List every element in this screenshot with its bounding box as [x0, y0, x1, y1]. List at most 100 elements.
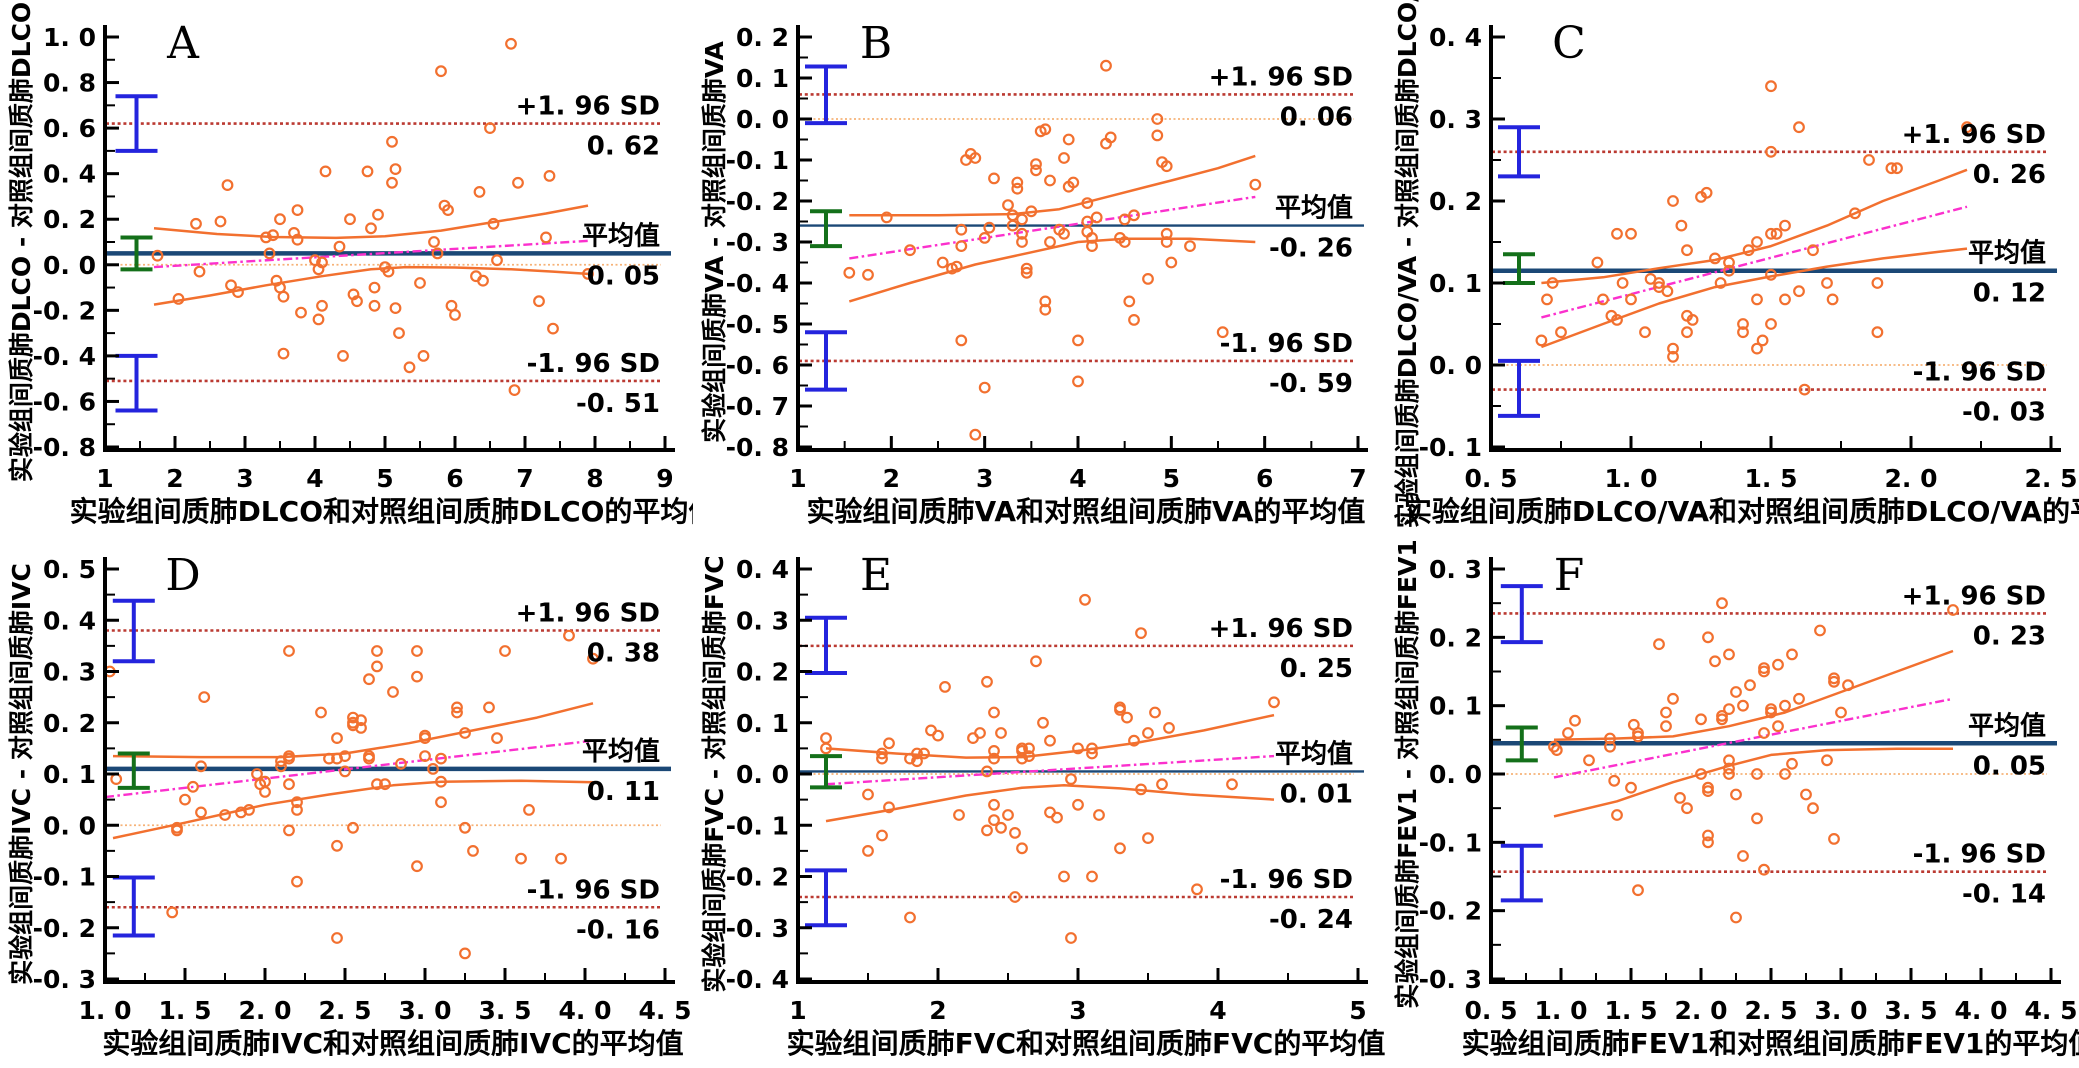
svg-text:1: 1 — [96, 464, 113, 493]
svg-text:-0. 1: -0. 1 — [726, 146, 789, 175]
upper-loa-label: +1. 96 SD — [516, 92, 660, 122]
data-point — [1723, 754, 1735, 767]
data-point — [1786, 757, 1798, 770]
data-point — [1051, 811, 1063, 824]
data-point — [1114, 842, 1126, 855]
data-point — [820, 742, 832, 755]
data-point — [1814, 624, 1826, 637]
data-point — [1072, 742, 1084, 755]
data-point — [1039, 123, 1052, 136]
data-point — [1016, 236, 1028, 248]
data-point — [393, 327, 405, 340]
data-point — [347, 821, 359, 834]
panel-letter: F — [1554, 550, 1585, 601]
panel-E: 1 2 3 4 5 0. 4 0. 3 0. 2 0. 1 0. 0 -0. 1 -0. 2 -0. 3… — [693, 532, 1386, 1064]
data-point — [1695, 768, 1707, 780]
data-point — [1702, 829, 1714, 842]
data-point — [484, 122, 496, 135]
panel-letter: E — [860, 550, 892, 601]
data-point — [259, 785, 271, 798]
data-point — [1625, 227, 1637, 240]
data-point — [1555, 326, 1567, 339]
svg-text:0. 5: 0. 5 — [1465, 464, 1518, 493]
svg-text:0. 5: 0. 5 — [43, 555, 96, 584]
data-point — [1639, 326, 1651, 339]
svg-text:0. 8: 0. 8 — [43, 69, 96, 98]
mean-label: 平均值 — [1968, 239, 2046, 269]
data-point — [198, 691, 211, 704]
data-point — [1151, 113, 1164, 125]
scatter-points — [1535, 80, 1973, 396]
data-point — [1128, 734, 1140, 747]
data-point — [969, 428, 982, 441]
data-point — [1058, 870, 1070, 883]
data-point — [876, 829, 888, 842]
data-point — [1016, 213, 1028, 226]
svg-text:0. 2: 0. 2 — [43, 709, 96, 738]
data-point — [1625, 293, 1637, 306]
svg-text:-0. 4: -0. 4 — [33, 342, 96, 371]
data-point — [1086, 747, 1098, 760]
data-point — [431, 247, 444, 260]
data-point — [291, 204, 304, 217]
upper-loa-label: +1. 96 SD — [1209, 614, 1353, 644]
data-point — [911, 747, 923, 760]
data-point — [1807, 802, 1819, 815]
x-tick-labels: 1 2 3 4 5 6 7 8 9 — [96, 464, 673, 493]
data-point — [950, 260, 963, 273]
data-point — [1016, 752, 1028, 765]
svg-text:0. 1: 0. 1 — [1429, 269, 1482, 298]
data-point — [1100, 59, 1112, 72]
panel-D: 1. 0 1. 5 2. 0 2. 5 3. 0 3. 5 4. 0 4. 5 0. 5 0. 4… — [0, 532, 693, 1064]
x-tick-labels: 0. 5 1. 0 1. 5 2. 0 2. 5 3. 0 3. 5 4. 0 4. 5 — [1465, 996, 2078, 1025]
data-point — [316, 256, 328, 269]
svg-text:2: 2 — [166, 464, 183, 493]
blue-ci-errorbar — [1498, 358, 1540, 418]
svg-text:1. 5: 1. 5 — [159, 996, 212, 1025]
band-upper — [1553, 649, 1954, 742]
data-point — [372, 208, 384, 221]
svg-text:0. 1: 0. 1 — [736, 64, 789, 93]
data-point — [225, 279, 237, 292]
data-point — [323, 752, 335, 765]
blue-ci-errorbar — [805, 615, 847, 676]
data-point — [1616, 277, 1629, 289]
svg-text:5: 5 — [376, 464, 393, 493]
data-point — [291, 875, 303, 888]
data-point — [1765, 227, 1777, 240]
data-point — [1737, 318, 1749, 330]
svg-text:5: 5 — [1163, 464, 1180, 493]
data-point — [151, 249, 164, 262]
data-point — [1765, 318, 1777, 330]
trend-line — [1553, 697, 1954, 779]
svg-text:3. 0: 3. 0 — [399, 996, 452, 1025]
data-point — [1249, 178, 1262, 191]
data-point — [1625, 781, 1637, 794]
data-point — [333, 240, 346, 253]
data-point — [1030, 164, 1042, 177]
data-point — [1086, 742, 1098, 755]
data-point — [371, 778, 383, 791]
upper-loa-value: 0. 06 — [1280, 102, 1353, 132]
data-point — [179, 793, 191, 806]
data-point — [1604, 740, 1616, 753]
data-point — [411, 645, 423, 657]
svg-text:3. 5: 3. 5 — [1885, 996, 1938, 1025]
data-point — [1716, 709, 1728, 722]
svg-text:0. 4: 0. 4 — [43, 160, 96, 189]
upper-loa-value: 0. 62 — [587, 132, 660, 162]
upper-loa-label: +1. 96 SD — [1902, 581, 2046, 611]
data-point — [862, 788, 874, 801]
data-point — [1786, 648, 1798, 661]
panel-F-plot: 0. 5 1. 0 1. 5 2. 0 2. 5 3. 0 3. 5 4. 0 4. 5 0. 3… — [1393, 539, 2079, 1060]
data-point — [1226, 778, 1238, 791]
data-point — [171, 821, 183, 834]
blue-ci-errorbar — [805, 64, 847, 126]
data-point — [988, 172, 1000, 185]
data-point — [1885, 162, 1898, 175]
panel-C: 0. 5 1. 0 1. 5 2. 0 2. 5 0. 4 0. 3 0. 2 0. 1 0. 0… — [1386, 0, 2079, 532]
svg-text:6: 6 — [1256, 464, 1273, 493]
data-point — [1702, 836, 1714, 849]
mean-value: 0. 01 — [1280, 779, 1353, 809]
data-point — [1025, 205, 1038, 218]
